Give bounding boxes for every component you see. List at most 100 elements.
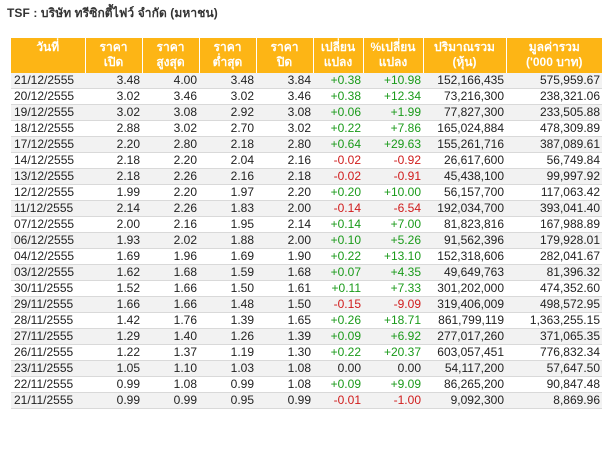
high-price-cell: 0.99 [142, 392, 199, 409]
high-price-cell: 2.20 [142, 152, 199, 169]
trade-value-cell: 8,869.96 [506, 392, 602, 409]
pct-change-cell: +7.33 [363, 280, 423, 297]
close-price-cell: 1.08 [256, 360, 313, 377]
column-header-line [13, 55, 83, 70]
table-header-row: วันที่ ราคา เปิด ราคา สูงสุด ราคา ต่ำสุด ราคาป… [11, 38, 602, 73]
high-price-cell: 1.10 [142, 360, 199, 377]
high-price-cell: 1.66 [142, 296, 199, 313]
column-header-line: เปลี่ยน [320, 40, 356, 54]
high-price-cell: 1.08 [142, 376, 199, 393]
low-price-cell: 1.39 [199, 312, 256, 329]
column-header-line: สูงสุด [156, 55, 185, 69]
trade-value-cell: 1,363,255.15 [506, 312, 602, 329]
close-price-cell: 2.80 [256, 136, 313, 153]
close-price-cell: 3.02 [256, 120, 313, 137]
high-price-cell: 1.68 [142, 264, 199, 281]
table-row: 27/11/2555 1.29 1.40 1.26 1.39 +0.09 +6.92 277,… [11, 328, 602, 345]
column-header-line: ราคา [213, 40, 242, 54]
high-price-cell: 1.76 [142, 312, 199, 329]
high-price-cell: 4.00 [142, 73, 199, 89]
column-header-pct-change: %เปลี่ยน แปลง [363, 38, 424, 73]
high-price-cell: 2.02 [142, 232, 199, 249]
pct-change-cell: -1.00 [363, 392, 423, 409]
column-header-low: ราคา ต่ำสุด [199, 38, 257, 73]
volume-cell: 301,202,000 [423, 280, 506, 297]
close-price-cell: 2.16 [256, 152, 313, 169]
pct-change-cell: -0.92 [363, 152, 423, 169]
open-price-cell: 2.88 [85, 120, 142, 137]
change-cell: 0.00 [313, 360, 363, 377]
table-row: 20/12/2555 3.02 3.46 3.02 3.46 +0.38 +12.34 73,… [11, 88, 602, 105]
trade-value-cell: 498,572.95 [506, 296, 602, 313]
table-row: 23/11/2555 1.05 1.10 1.03 1.08 0.00 0.00 54,117… [11, 360, 602, 377]
column-header-line: เปิด [103, 55, 124, 69]
date-cell: 14/12/2555 [11, 152, 85, 169]
date-cell: 21/11/2555 [11, 392, 85, 409]
table-row: 14/12/2555 2.18 2.20 2.04 2.16 -0.02 -0.92 26,6… [11, 152, 602, 169]
table-row: 11/12/2555 2.14 2.26 1.83 2.00 -0.14 -6.54 192,… [11, 200, 602, 217]
column-header-line: ปิด [276, 55, 293, 69]
trade-value-cell: 575,959.67 [506, 73, 602, 89]
pct-change-cell: -6.54 [363, 200, 423, 217]
column-header-line: ต่ำสุด [212, 55, 243, 69]
close-price-cell: 1.61 [256, 280, 313, 297]
open-price-cell: 2.18 [85, 152, 142, 169]
open-price-cell: 1.69 [85, 248, 142, 265]
close-price-cell: 1.08 [256, 376, 313, 393]
low-price-cell: 0.95 [199, 392, 256, 409]
table-row: 29/11/2555 1.66 1.66 1.48 1.50 -0.15 -9.09 319,… [11, 296, 602, 313]
high-price-cell: 3.46 [142, 88, 199, 105]
volume-cell: 9,092,300 [423, 392, 506, 409]
column-header-high: ราคา สูงสุด [142, 38, 200, 73]
trade-value-cell: 478,309.89 [506, 120, 602, 137]
close-price-cell: 2.20 [256, 184, 313, 201]
low-price-cell: 1.19 [199, 344, 256, 361]
change-cell: -0.14 [313, 200, 363, 217]
date-cell: 06/12/2555 [11, 232, 85, 249]
trade-value-cell: 282,041.67 [506, 248, 602, 265]
close-price-cell: 2.00 [256, 232, 313, 249]
low-price-cell: 1.59 [199, 264, 256, 281]
trade-value-cell: 387,089.61 [506, 136, 602, 153]
high-price-cell: 1.40 [142, 328, 199, 345]
column-header-close: ราคา ปิด [256, 38, 314, 73]
close-price-cell: 1.30 [256, 344, 313, 361]
low-price-cell: 1.69 [199, 248, 256, 265]
close-price-cell: 1.39 [256, 328, 313, 345]
close-price-cell: 3.46 [256, 88, 313, 105]
volume-cell: 81,823,816 [423, 216, 506, 233]
change-cell: -0.02 [313, 152, 363, 169]
column-header-line: ราคา [99, 40, 128, 54]
date-cell: 27/11/2555 [11, 328, 85, 345]
volume-cell: 26,617,600 [423, 152, 506, 169]
change-cell: +0.22 [313, 120, 363, 137]
pct-change-cell: +9.09 [363, 376, 423, 393]
date-cell: 18/12/2555 [11, 120, 85, 137]
date-cell: 19/12/2555 [11, 104, 85, 121]
table-row: 21/12/2555 3.48 4.00 3.48 3.84 +0.38 +10.98 152… [11, 73, 602, 89]
high-price-cell: 2.26 [142, 200, 199, 217]
close-price-cell: 1.90 [256, 248, 313, 265]
change-cell: -0.15 [313, 296, 363, 313]
pct-change-cell: +7.86 [363, 120, 423, 137]
change-cell: +0.22 [313, 344, 363, 361]
volume-cell: 91,562,396 [423, 232, 506, 249]
column-header-line: ราคา [156, 40, 185, 54]
table-row: 22/11/2555 0.99 1.08 0.99 1.08 +0.09 +9.09 86,2… [11, 376, 602, 393]
low-price-cell: 2.92 [199, 104, 256, 121]
low-price-cell: 1.03 [199, 360, 256, 377]
volume-cell: 45,438,100 [423, 168, 506, 185]
column-header-line: %เปลี่ยน [370, 40, 416, 54]
high-price-cell: 2.80 [142, 136, 199, 153]
volume-cell: 319,406,009 [423, 296, 506, 313]
trade-value-cell: 474,352.60 [506, 280, 602, 297]
pct-change-cell: +5.26 [363, 232, 423, 249]
volume-cell: 165,024,884 [423, 120, 506, 137]
trade-value-cell: 179,928.01 [506, 232, 602, 249]
close-price-cell: 1.68 [256, 264, 313, 281]
date-cell: 12/12/2555 [11, 184, 85, 201]
table-row: 30/11/2555 1.52 1.66 1.50 1.61 +0.11 +7.33 301,… [11, 280, 602, 297]
column-header-line: วันที่ [36, 40, 60, 54]
pct-change-cell: +29.63 [363, 136, 423, 153]
close-price-cell: 3.84 [256, 73, 313, 89]
